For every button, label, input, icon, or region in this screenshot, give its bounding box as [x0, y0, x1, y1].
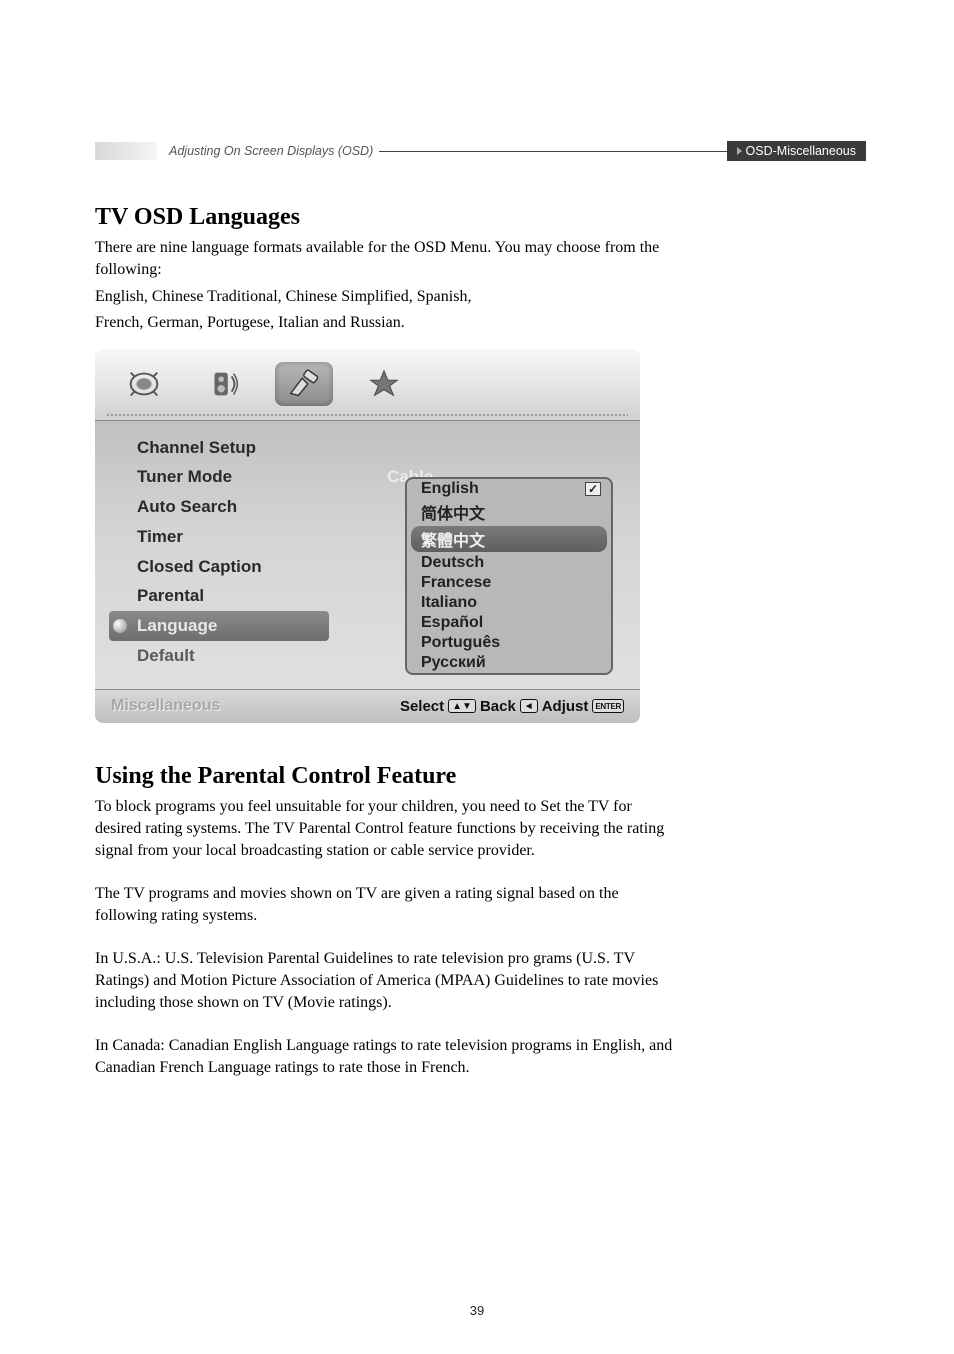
- header-right-badge: OSD-Miscellaneous: [727, 141, 866, 161]
- section-parental-p1: To block programs you feel unsuitable fo…: [95, 796, 675, 863]
- language-option[interactable]: Русский: [407, 653, 611, 673]
- section-languages-intro-1: There are nine language formats availabl…: [95, 237, 675, 282]
- language-option[interactable]: Português: [407, 633, 611, 653]
- section-languages-intro-2: English, Chinese Traditional, Chinese Si…: [95, 286, 675, 308]
- section-parental-p3: In U.S.A.: U.S. Television Parental Guid…: [95, 948, 675, 1015]
- osd-footer: Miscellaneous Select ▲▼ Back ◄ Adjust EN…: [95, 689, 640, 723]
- osd-menu-item-selected[interactable]: Language: [109, 611, 329, 641]
- selection-bullet-icon: [113, 619, 127, 633]
- page-number: 39: [0, 1303, 954, 1318]
- chevron-right-icon: [737, 147, 742, 155]
- language-option[interactable]: English ✓: [407, 479, 611, 499]
- checkmark-icon: ✓: [585, 482, 601, 496]
- section-languages-title: TV OSD Languages: [95, 204, 859, 231]
- section-languages-intro-3: French, German, Portugese, Italian and R…: [95, 312, 675, 334]
- language-option[interactable]: 简体中文: [407, 499, 611, 525]
- updown-key-icon: ▲▼: [448, 699, 476, 713]
- language-option[interactable]: Español: [407, 613, 611, 633]
- left-key-icon: ◄: [520, 699, 538, 713]
- osd-footer-hints: Select ▲▼ Back ◄ Adjust ENTER: [400, 698, 624, 715]
- osd-body: Channel Setup Tuner ModeCable Auto Searc…: [95, 421, 640, 689]
- language-option[interactable]: Italiano: [407, 593, 611, 613]
- osd-tab-setup-icon[interactable]: [275, 362, 333, 406]
- header-divider-line: [379, 151, 726, 152]
- header-accent-block: [95, 142, 157, 160]
- header-right-text: OSD-Miscellaneous: [746, 144, 856, 158]
- osd-tab-picture-icon[interactable]: [115, 362, 173, 406]
- section-parental-p4: In Canada: Canadian English Language rat…: [95, 1035, 675, 1080]
- osd-tab-misc-icon[interactable]: [355, 362, 413, 406]
- osd-tab-bar: [95, 349, 640, 421]
- header-left-text: Adjusting On Screen Displays (OSD): [169, 144, 373, 158]
- language-dropdown[interactable]: English ✓ 简体中文 繁體中文 Deutsch Francese Ita…: [405, 477, 613, 675]
- osd-tab-sound-icon[interactable]: [195, 362, 253, 406]
- enter-key-icon: ENTER: [592, 699, 624, 713]
- section-parental-title: Using the Parental Control Feature: [95, 763, 859, 790]
- osd-menu-item[interactable]: Channel Setup: [137, 433, 622, 463]
- language-option-highlighted[interactable]: 繁體中文: [411, 526, 607, 552]
- section-parental-p2: The TV programs and movies shown on TV a…: [95, 883, 675, 928]
- language-option[interactable]: Deutsch: [407, 553, 611, 573]
- osd-menu-screenshot: Channel Setup Tuner ModeCable Auto Searc…: [95, 349, 640, 723]
- language-option[interactable]: Francese: [407, 573, 611, 593]
- page-header: Adjusting On Screen Displays (OSD) OSD-M…: [95, 140, 866, 162]
- osd-footer-category: Miscellaneous: [111, 697, 384, 715]
